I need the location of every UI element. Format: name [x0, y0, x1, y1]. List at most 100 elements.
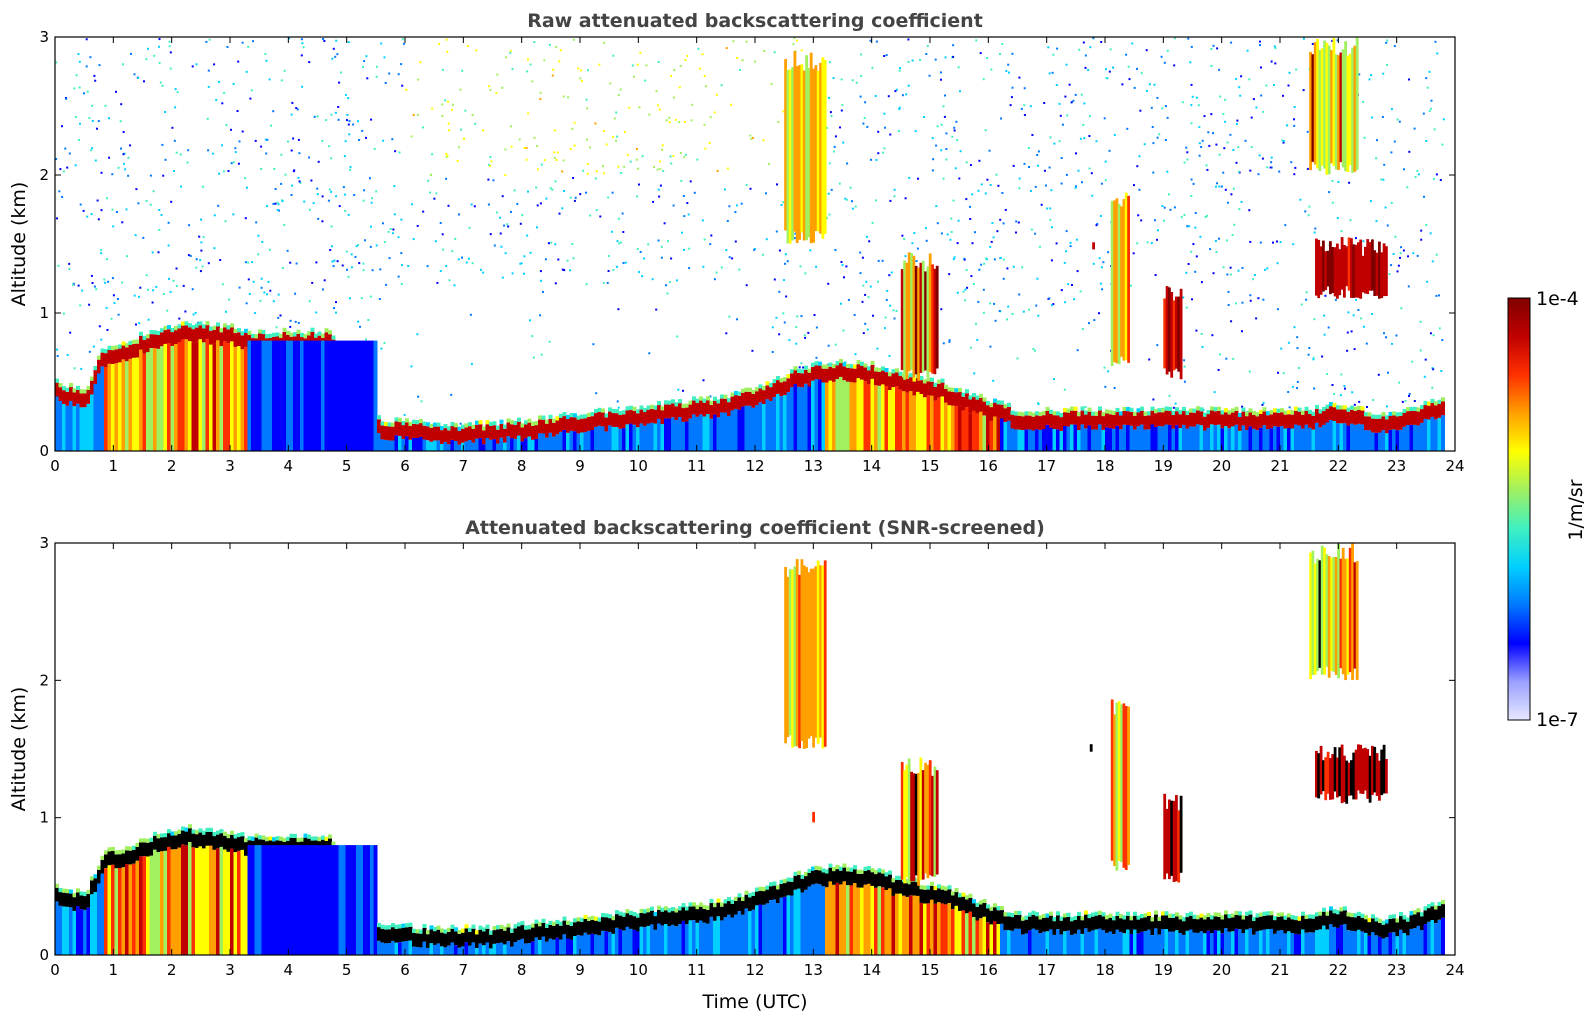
noise-pixel [121, 221, 124, 224]
noise-pixel [265, 205, 268, 208]
bl-edge [1217, 406, 1221, 411]
noise-pixel [1008, 71, 1010, 74]
noise-pixel [525, 147, 528, 150]
bl-top-band [1367, 922, 1372, 936]
bl-edge [1336, 910, 1340, 915]
noise-pixel [986, 57, 988, 59]
bl-column [1392, 429, 1396, 451]
bl-top-band [1318, 413, 1323, 428]
noise-pixel [1292, 243, 1295, 246]
bl-edge [1136, 915, 1141, 920]
bl-edge [426, 422, 430, 427]
bl-column [1115, 425, 1120, 451]
cloud-column [1350, 760, 1353, 796]
bl-column [646, 423, 651, 451]
bl-column [1070, 935, 1074, 955]
bl-top-band [160, 332, 164, 347]
bl-column [1427, 419, 1431, 451]
bl-edge [622, 410, 626, 415]
noise-pixel [728, 205, 731, 208]
bl-edge [786, 877, 791, 882]
bl-top-band [769, 387, 773, 401]
bl-column [499, 437, 504, 451]
noise-pixel [1079, 290, 1082, 293]
bl-edge [874, 367, 878, 372]
noise-pixel [1068, 83, 1071, 86]
bl-top-band [233, 333, 238, 347]
cloud-column [1309, 51, 1312, 171]
bl-edge [1045, 406, 1050, 411]
noise-pixel [295, 107, 298, 110]
bl-column [1203, 933, 1207, 955]
bl-top-band [1010, 414, 1015, 429]
bl-column [1367, 430, 1372, 451]
bl-edge [972, 393, 976, 398]
bl-top-band [86, 390, 91, 404]
bl-column [569, 430, 574, 451]
noise-pixel [1358, 400, 1361, 403]
bl-column [464, 441, 469, 451]
bl-edge [1101, 912, 1106, 917]
noise-pixel [1393, 140, 1396, 143]
noise-pixel [736, 318, 738, 321]
bl-column [1427, 921, 1431, 955]
bl-top-band [1350, 409, 1354, 424]
noise-pixel [672, 96, 675, 99]
bl-top-band [860, 873, 864, 888]
noise-pixel [1252, 98, 1255, 101]
bl-column [1087, 425, 1092, 451]
cloud-column [1110, 699, 1114, 861]
cloud-column [1113, 200, 1116, 363]
noise-pixel [104, 281, 107, 284]
bl-edge [821, 364, 826, 369]
noise-pixel [973, 372, 976, 375]
bl-column [1420, 422, 1424, 451]
noise-pixel [474, 122, 477, 125]
bl-column [1003, 422, 1008, 451]
bl-column [485, 942, 490, 955]
cloud-column [1352, 752, 1356, 800]
x-tick-label: 23 [1387, 457, 1406, 475]
bl-edge [1311, 914, 1316, 919]
noise-pixel [317, 217, 320, 220]
bl-column [681, 921, 686, 955]
bl-edge [422, 923, 427, 928]
bl-top-band [1035, 415, 1039, 430]
bl-top-band [1084, 414, 1088, 429]
noise-pixel [660, 245, 663, 248]
noise-pixel [205, 40, 208, 43]
bl-column [1378, 432, 1382, 451]
noise-pixel [439, 222, 442, 224]
bl-column [657, 923, 661, 955]
bl-column [1042, 429, 1046, 451]
bl-edge [1329, 402, 1333, 407]
bl-top-band [475, 934, 479, 949]
noise-pixel [254, 139, 257, 142]
noise-pixel [1282, 141, 1285, 144]
noise-pixel [383, 56, 386, 59]
bl-column [678, 417, 682, 451]
bl-edge [90, 376, 94, 381]
bl-top-band [940, 889, 945, 904]
noise-pixel [715, 271, 718, 274]
noise-pixel [1172, 406, 1175, 409]
bl-edge [573, 413, 577, 418]
bl-edge [1353, 406, 1358, 411]
bl-column [1301, 428, 1305, 451]
bl-edge [933, 382, 938, 387]
bl-top-band [1091, 916, 1095, 931]
noise-pixel [676, 279, 678, 282]
bl-top-band [1024, 919, 1029, 934]
bl-top-band [842, 867, 847, 882]
noise-pixel [840, 109, 843, 112]
noise-pixel [1430, 99, 1433, 102]
bl-column [1409, 424, 1414, 451]
bl-column [797, 386, 801, 451]
noise-pixel [540, 353, 543, 356]
bl-column [657, 418, 661, 451]
bl-column [408, 940, 413, 955]
cloud-column [1311, 550, 1315, 675]
bl-column [548, 432, 553, 451]
noise-pixel [580, 69, 582, 72]
bl-edge [135, 339, 140, 344]
